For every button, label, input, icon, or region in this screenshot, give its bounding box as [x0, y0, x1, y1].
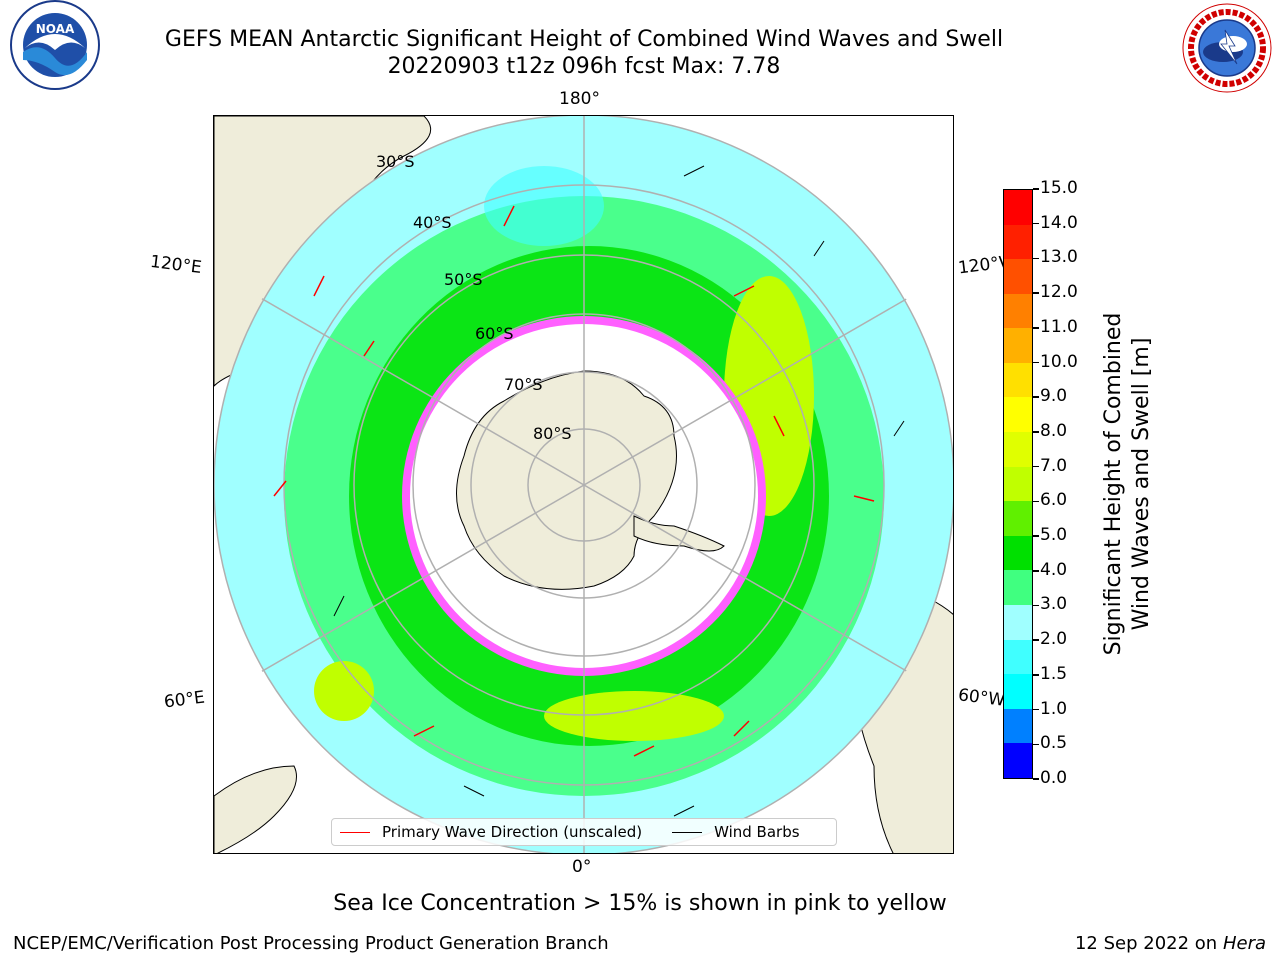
lat-label-30s: 30°S [376, 152, 415, 171]
colorbar-tick-mark [1033, 465, 1039, 468]
field-yellow-green-west [314, 661, 374, 721]
colorbar-tick-label: 12.0 [1040, 282, 1078, 303]
colorbar-tick-label: 14.0 [1040, 212, 1078, 233]
colorbar-segment [1004, 501, 1032, 536]
colorbar-label-line1: Significant Height of Combined [1101, 312, 1126, 656]
colorbar-tick-label: 11.0 [1040, 316, 1078, 337]
colorbar-tick-mark [1033, 431, 1039, 433]
colorbar-segment [1004, 362, 1032, 398]
colorbar-tick-mark [1033, 604, 1039, 607]
colorbar-segment [1004, 259, 1032, 294]
colorbar-tick-mark [1033, 257, 1039, 260]
chart-title: GEFS MEAN Antarctic Significant Height o… [164, 27, 1004, 52]
colorbar-segment [1004, 743, 1032, 778]
colorbar-label: Significant Height of Combined Wind Wave… [1100, 186, 1160, 782]
colorbar-tick-mark [1033, 292, 1039, 294]
colorbar-segment [1004, 570, 1032, 606]
national-weather-service-logo [1181, 2, 1273, 94]
lon-label-60e: 60°E [162, 687, 206, 713]
colorbar-tick-label: 4.0 [1040, 559, 1068, 580]
colorbar [1003, 189, 1033, 779]
lat-label-60s: 60°S [475, 324, 514, 343]
colorbar-label-line2: Wind Waves and Swell [m] [1129, 337, 1154, 631]
colorbar-tick-mark [1033, 396, 1039, 398]
colorbar-tick-label: 0.0 [1040, 768, 1068, 788]
polar-map [213, 115, 954, 854]
legend-item-wind-barbs: Wind Barbs [672, 823, 800, 841]
colorbar-tick-mark [1033, 535, 1039, 537]
colorbar-segment [1004, 189, 1032, 225]
legend-label-wind-barbs: Wind Barbs [714, 823, 800, 841]
lat-label-50s: 50°S [444, 270, 483, 289]
colorbar-segment [1004, 535, 1032, 571]
footer-credit: NCEP/EMC/Verification Post Processing Pr… [13, 933, 609, 954]
colorbar-tick-mark [1033, 743, 1039, 746]
colorbar-tick-mark [1033, 327, 1039, 329]
colorbar-tick-label: 5.0 [1040, 525, 1068, 546]
map-canvas [214, 116, 953, 853]
noaa-logo: NOAA [10, 0, 100, 90]
chart-subtitle: 20220903 t12z 096h fcst Max: 7.78 [387, 54, 781, 79]
colorbar-segment [1004, 432, 1032, 467]
colorbar-tick-mark [1033, 570, 1039, 572]
legend-label-wave-direction: Primary Wave Direction (unscaled) [382, 823, 643, 841]
colorbar-tick-label: 10.0 [1040, 351, 1078, 372]
land-antarctic-peninsula [633, 515, 725, 552]
lon-label-180: 180° [559, 89, 600, 109]
colorbar-tick-mark [1033, 188, 1039, 190]
legend-item-wave-direction: Primary Wave Direction (unscaled) [340, 823, 642, 841]
colorbar-tick-label: 2.0 [1040, 629, 1068, 650]
colorbar-tick-mark [1033, 778, 1039, 780]
colorbar-tick-mark [1033, 361, 1039, 364]
colorbar-tick-mark [1033, 500, 1039, 503]
red-line-icon [340, 831, 370, 833]
colorbar-segment [1004, 328, 1032, 363]
lat-label-40s: 40°S [413, 213, 452, 232]
lat-label-70s: 70°S [504, 375, 543, 394]
colorbar-segment [1004, 674, 1032, 709]
wind-barbs [333, 165, 905, 817]
footer-date-text: 12 Sep 2022 on [1074, 933, 1218, 954]
field-cyan-north [484, 166, 604, 246]
lat-label-80s: 80°S [533, 424, 572, 443]
colorbar-tick-label: 13.0 [1040, 247, 1078, 268]
field-yellow-green-south [544, 691, 724, 741]
map-legend: Primary Wave Direction (unscaled) Wind B… [331, 818, 837, 846]
footer-date: 12 Sep 2022 on Hera [1075, 933, 1266, 954]
colorbar-segment [1004, 605, 1032, 640]
colorbar-tick-label: 3.0 [1040, 594, 1068, 615]
colorbar-tick-label: 1.0 [1040, 698, 1068, 719]
lon-label-120e: 120°E [148, 251, 203, 279]
svg-text:NOAA: NOAA [36, 22, 75, 36]
colorbar-tick-label: 9.0 [1040, 386, 1068, 407]
colorbar-tick-label: 0.5 [1040, 733, 1068, 754]
colorbar-tick-mark [1033, 222, 1039, 225]
colorbar-segment [1004, 708, 1032, 744]
colorbar-tick-label: 15.0 [1040, 178, 1078, 198]
footer-system: Hera [1222, 933, 1266, 954]
colorbar-tick-label: 8.0 [1040, 420, 1068, 441]
lon-label-0: 0° [572, 857, 592, 877]
colorbar-tick-label: 1.5 [1040, 663, 1068, 684]
colorbar-segment [1004, 224, 1032, 260]
sea-ice-note: Sea Ice Concentration > 15% is shown in … [333, 891, 947, 916]
colorbar-segment [1004, 293, 1032, 329]
colorbar-tick-mark [1033, 708, 1039, 711]
land-africa [214, 765, 297, 853]
colorbar-segment [1004, 466, 1032, 502]
graticule [214, 116, 953, 853]
colorbar-segment [1004, 397, 1032, 433]
lon-label-60w: 60°W [956, 685, 1006, 711]
black-line-icon [672, 831, 703, 833]
colorbar-tick-label: 6.0 [1040, 490, 1068, 511]
colorbar-tick-label: 7.0 [1040, 455, 1068, 476]
colorbar-segment [1004, 639, 1032, 675]
colorbar-tick-mark [1033, 639, 1039, 641]
colorbar-tick-mark [1033, 674, 1039, 676]
wave-arrows [273, 205, 875, 757]
